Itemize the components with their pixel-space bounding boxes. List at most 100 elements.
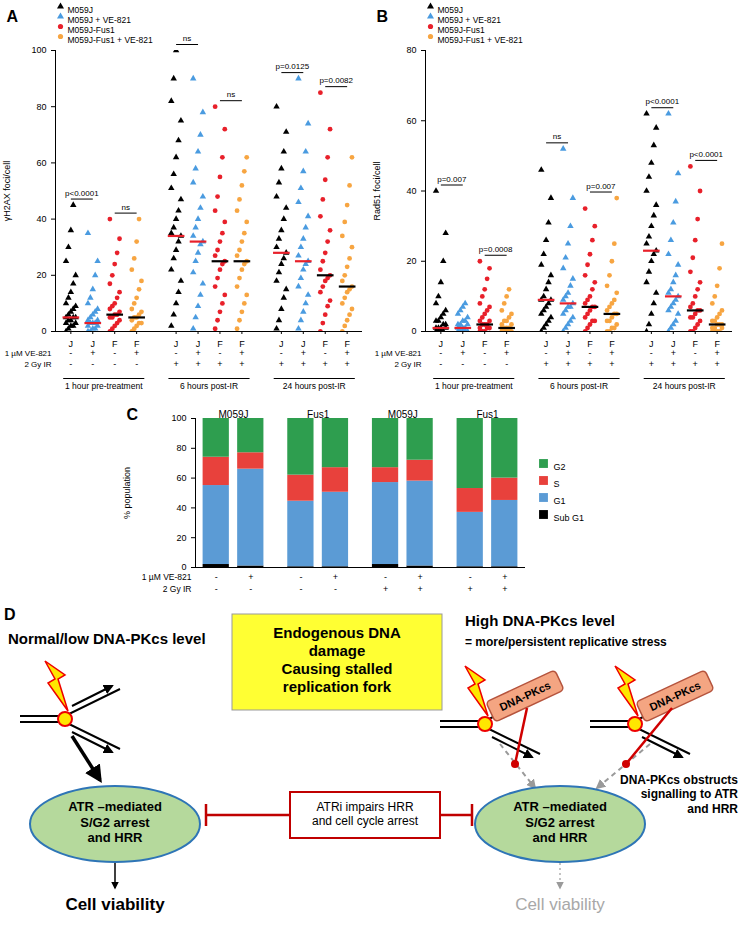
svg-text:M059J-Fus1 + VE-821: M059J-Fus1 + VE-821	[438, 35, 524, 45]
svg-text:-: -	[299, 572, 302, 582]
svg-text:-: -	[694, 348, 697, 358]
svg-text:+: +	[671, 348, 676, 358]
svg-text:High DNA-PKcs level: High DNA-PKcs level	[465, 612, 615, 629]
svg-text:+: +	[333, 572, 338, 582]
svg-text:M059J: M059J	[219, 409, 249, 420]
svg-text:+: +	[417, 584, 422, 594]
svg-text:40: 40	[406, 186, 416, 196]
svg-text:-: -	[439, 348, 442, 358]
svg-text:+: +	[565, 348, 570, 358]
svg-text:60: 60	[36, 158, 46, 168]
svg-text:p<0.0001: p<0.0001	[65, 189, 99, 198]
svg-text:Normal/low DNA-PKcs level: Normal/low DNA-PKcs level	[8, 630, 206, 647]
svg-text:ATR –mediatedS/G2 arrestand HR: ATR –mediatedS/G2 arrestand HRR	[68, 799, 162, 845]
svg-text:-: -	[439, 359, 442, 369]
svg-text:+: +	[173, 359, 178, 369]
svg-text:40: 40	[36, 214, 46, 224]
svg-text:+: +	[301, 359, 306, 369]
svg-text:M059J: M059J	[68, 5, 94, 15]
svg-text:1 hour pre-treatment: 1 hour pre-treatment	[435, 381, 513, 391]
svg-text:-: -	[324, 348, 327, 358]
svg-text:M059J-Fus1: M059J-Fus1	[438, 25, 486, 35]
svg-text:+: +	[345, 359, 350, 369]
svg-text:+: +	[217, 359, 222, 369]
svg-text:ns: ns	[227, 90, 235, 99]
svg-text:M059J: M059J	[438, 5, 464, 15]
svg-text:-: -	[218, 348, 221, 358]
svg-text:-: -	[113, 348, 116, 358]
svg-text:+: +	[587, 359, 592, 369]
svg-text:+: +	[504, 348, 509, 358]
svg-text:-: -	[249, 584, 252, 594]
svg-text:+: +	[345, 348, 350, 358]
svg-text:+: +	[502, 584, 507, 594]
svg-text:0: 0	[411, 326, 416, 336]
svg-text:2 Gy IR: 2 Gy IR	[24, 360, 51, 369]
svg-text:ns: ns	[121, 203, 129, 212]
svg-text:A: A	[7, 8, 19, 25]
svg-text:1 hour pre-treatment: 1 hour pre-treatment	[65, 381, 143, 391]
svg-text:ATRi impairs HRRand cell cycle: ATRi impairs HRRand cell cycle arrest	[312, 800, 419, 828]
svg-text:D: D	[4, 606, 16, 623]
svg-text:+: +	[239, 348, 244, 358]
svg-text:+: +	[279, 359, 284, 369]
svg-text:-: -	[545, 348, 548, 358]
svg-text:20: 20	[176, 533, 186, 543]
svg-text:+: +	[565, 359, 570, 369]
svg-text:Fus1: Fus1	[476, 409, 499, 420]
svg-text:p=0.0082: p=0.0082	[319, 76, 353, 85]
svg-text:60: 60	[176, 473, 186, 483]
svg-text:+: +	[468, 584, 473, 594]
svg-text:Endogenous DNAdamageCausing st: Endogenous DNAdamageCausing stalledrepli…	[273, 624, 401, 695]
svg-text:20: 20	[36, 270, 46, 280]
svg-text:80: 80	[36, 102, 46, 112]
svg-text:-: -	[215, 572, 218, 582]
svg-text:1 µM VE-821: 1 µM VE-821	[5, 349, 52, 358]
svg-text:C: C	[127, 406, 139, 423]
svg-text:G2: G2	[554, 462, 566, 472]
svg-text:% population: % population	[122, 467, 132, 519]
svg-text:p=0.0125: p=0.0125	[276, 62, 310, 71]
svg-text:-: -	[334, 584, 337, 594]
svg-text:+: +	[671, 359, 676, 369]
svg-text:+: +	[609, 348, 614, 358]
svg-text:Fus1: Fus1	[307, 409, 330, 420]
svg-text:+: +	[301, 348, 306, 358]
svg-text:+: +	[195, 348, 200, 358]
svg-text:B: B	[377, 8, 389, 25]
svg-text:-: -	[135, 359, 138, 369]
svg-text:6 hours post-IR: 6 hours post-IR	[180, 381, 238, 391]
svg-text:-: -	[69, 348, 72, 358]
svg-text:Cell viability: Cell viability	[515, 895, 605, 914]
svg-text:ns: ns	[553, 132, 561, 141]
svg-text:p<0.0001: p<0.0001	[689, 150, 723, 159]
svg-text:-: -	[461, 359, 464, 369]
svg-text:20: 20	[406, 256, 416, 266]
svg-text:M059J-Fus1 + VE-821: M059J-Fus1 + VE-821	[68, 35, 154, 45]
svg-text:+: +	[543, 359, 548, 369]
svg-text:M059J: M059J	[388, 409, 418, 420]
svg-text:24 hours post-IR: 24 hours post-IR	[283, 381, 346, 391]
svg-text:+: +	[649, 359, 654, 369]
svg-text:+: +	[323, 359, 328, 369]
svg-text:-: -	[91, 359, 94, 369]
svg-text:-: -	[650, 348, 653, 358]
svg-text:Cell viability: Cell viability	[65, 895, 165, 914]
svg-text:-: -	[69, 359, 72, 369]
svg-text:-: -	[483, 348, 486, 358]
svg-text:-: -	[588, 348, 591, 358]
svg-text:-: -	[175, 348, 178, 358]
svg-text:γH2AX foci/cell: γH2AX foci/cell	[2, 161, 12, 222]
svg-text:60: 60	[406, 116, 416, 126]
svg-text:+: +	[239, 359, 244, 369]
svg-text:p=0.007: p=0.007	[437, 175, 467, 184]
svg-text:Rad51 foci/cell: Rad51 foci/cell	[372, 161, 382, 220]
svg-text:100: 100	[171, 413, 186, 423]
svg-text:24 hours post-IR: 24 hours post-IR	[653, 381, 716, 391]
svg-text:80: 80	[406, 45, 416, 55]
svg-text:-: -	[113, 359, 116, 369]
svg-text:-: -	[483, 359, 486, 369]
svg-text:M059J-Fus1: M059J-Fus1	[68, 25, 116, 35]
svg-text:+: +	[609, 359, 614, 369]
svg-text:40: 40	[176, 503, 186, 513]
